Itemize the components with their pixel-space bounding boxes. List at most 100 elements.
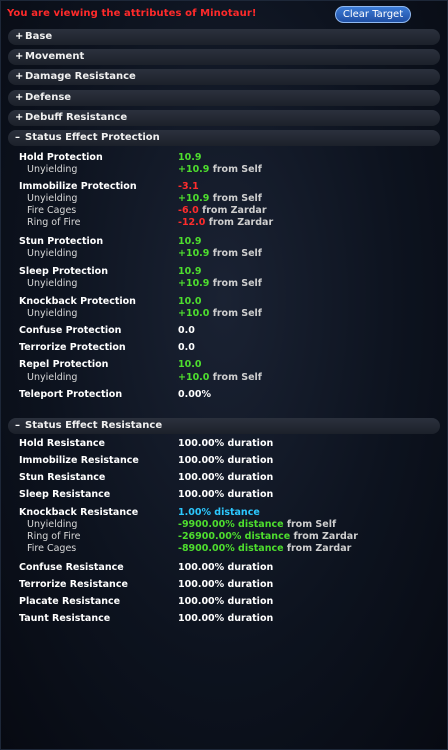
- attribute-value: 100.00% duration: [178, 579, 273, 590]
- source-name: Ring of Fire: [27, 531, 81, 542]
- source-row: Ring of Fire -26900.00% distance from Zar…: [1, 531, 447, 543]
- value-number: -3.1: [178, 181, 199, 192]
- section-label: Movement: [25, 51, 85, 62]
- attribute-row: Placate Resistance 100.00% duration: [1, 596, 447, 608]
- attribute-row: Stun Protection 10.9: [1, 236, 447, 248]
- attribute-value: 1.00% distance: [178, 507, 260, 518]
- source-name: Unyielding: [27, 248, 78, 259]
- attribute-value: 0.0: [178, 325, 195, 336]
- value-number: +10.9: [178, 248, 210, 259]
- section-status-effect-protection[interactable]: – Status Effect Protection: [8, 130, 440, 146]
- attribute-row: Confuse Resistance 100.00% duration: [1, 562, 447, 574]
- attribute-row: Sleep Protection 10.9: [1, 266, 447, 278]
- source-label: from Self: [212, 308, 262, 319]
- source-label: from Self: [212, 372, 262, 383]
- attribute-value: 10.9: [178, 236, 201, 247]
- expand-icon: +: [15, 71, 24, 82]
- source-name: Ring of Fire: [27, 217, 81, 228]
- attribute-name: Stun Protection: [19, 236, 104, 247]
- source-name: Unyielding: [27, 193, 78, 204]
- expand-icon: +: [15, 112, 24, 123]
- value-number: +10.9: [178, 164, 210, 175]
- value-number: 100.00% duration: [178, 472, 274, 483]
- source-name: Unyielding: [27, 278, 78, 289]
- section-base[interactable]: + Base: [8, 29, 440, 45]
- attribute-row: Knockback Protection 10.0: [1, 296, 447, 308]
- attribute-name: Repel Protection: [19, 359, 109, 370]
- value-number: +10.9: [178, 278, 210, 289]
- value-number: 100.00% duration: [178, 455, 274, 466]
- source-row: Unyielding +10.9 from Self: [1, 278, 447, 290]
- collapse-icon: –: [15, 132, 20, 143]
- section-label: Damage Resistance: [25, 71, 136, 82]
- source-name: Fire Cages: [27, 543, 77, 554]
- attribute-name: Immobilize Resistance: [19, 455, 139, 466]
- expand-icon: +: [15, 92, 24, 103]
- attribute-name: Knockback Resistance: [19, 507, 139, 518]
- source-row: Ring of Fire -12.0 from Zardar: [1, 217, 447, 229]
- attribute-value: -12.0 from Zardar: [178, 217, 273, 228]
- target-title: You are viewing the attributes of Minota…: [7, 8, 257, 19]
- source-row: Unyielding -9900.00% distance from Self: [1, 519, 447, 531]
- attribute-name: Stun Resistance: [19, 472, 106, 483]
- source-row: Unyielding +10.9 from Self: [1, 248, 447, 260]
- section-damage-resistance[interactable]: + Damage Resistance: [8, 69, 440, 85]
- value-number: 10.0: [178, 359, 202, 370]
- attribute-name: Terrorize Protection: [19, 342, 126, 353]
- attribute-value: +10.9 from Self: [178, 248, 262, 259]
- section-defense[interactable]: + Defense: [8, 90, 440, 106]
- source-name: Unyielding: [27, 519, 78, 530]
- source-label: from Self: [212, 164, 262, 175]
- source-label: from Zardar: [202, 205, 267, 216]
- value-number: 100.00% duration: [178, 596, 274, 607]
- value-number: 0.00%: [178, 389, 211, 400]
- attribute-value: 100.00% duration: [178, 472, 273, 483]
- attribute-name: Hold Protection: [19, 152, 103, 163]
- source-row: Unyielding +10.0 from Self: [1, 372, 447, 384]
- source-name: Fire Cages: [27, 205, 77, 216]
- attribute-value: -6.0 from Zardar: [178, 205, 267, 216]
- section-status-effect-resistance[interactable]: – Status Effect Resistance: [8, 418, 440, 434]
- source-row: Unyielding +10.0 from Self: [1, 308, 447, 320]
- source-label: from Zardar: [208, 217, 274, 228]
- value-number: -26900.00% distance: [178, 531, 291, 542]
- attribute-name: Placate Resistance: [19, 596, 121, 607]
- clear-target-button[interactable]: Clear Target: [335, 6, 411, 23]
- attribute-value: -26900.00% distance from Zardar: [178, 531, 358, 542]
- attribute-name: Terrorize Resistance: [19, 579, 128, 590]
- attribute-row: Taunt Resistance 100.00% duration: [1, 613, 447, 625]
- value-number: -8900.00% distance: [178, 543, 284, 554]
- section-debuff-resistance[interactable]: + Debuff Resistance: [8, 110, 440, 126]
- value-number: 0.0: [178, 342, 195, 353]
- attribute-row: Terrorize Protection 0.0: [1, 342, 447, 354]
- value-number: -6.0: [178, 205, 199, 216]
- section-label: Status Effect Protection: [25, 132, 160, 143]
- expand-icon: +: [15, 51, 24, 62]
- value-number: 10.9: [178, 152, 202, 163]
- source-label: from Self: [212, 193, 262, 204]
- attribute-name: Teleport Protection: [19, 389, 123, 400]
- source-row: Unyielding +10.9 from Self: [1, 164, 447, 176]
- collapse-icon: –: [15, 420, 20, 431]
- source-label: from Zardar: [286, 543, 352, 554]
- attribute-value: 100.00% duration: [178, 613, 273, 624]
- attribute-name: Confuse Resistance: [19, 562, 124, 573]
- attribute-name: Sleep Protection: [19, 266, 108, 277]
- section-label: Base: [25, 31, 53, 42]
- attribute-value: 100.00% duration: [178, 455, 273, 466]
- source-row: Fire Cages -8900.00% distance from Zardar: [1, 543, 447, 555]
- attribute-name: Immobilize Protection: [19, 181, 137, 192]
- attribute-value: 10.9: [178, 152, 201, 163]
- attribute-value: -9900.00% distance from Self: [178, 519, 336, 530]
- value-number: 100.00% duration: [178, 579, 274, 590]
- section-label: Debuff Resistance: [25, 112, 128, 123]
- section-movement[interactable]: + Movement: [8, 49, 440, 65]
- attribute-value: 10.0: [178, 359, 201, 370]
- attribute-value: 10.9: [178, 266, 201, 277]
- source-label: from Self: [286, 519, 337, 530]
- attribute-value: 0.00%: [178, 389, 211, 400]
- value-number: -9900.00% distance: [178, 519, 284, 530]
- attribute-value: 100.00% duration: [178, 438, 273, 449]
- attribute-value: +10.0 from Self: [178, 372, 262, 383]
